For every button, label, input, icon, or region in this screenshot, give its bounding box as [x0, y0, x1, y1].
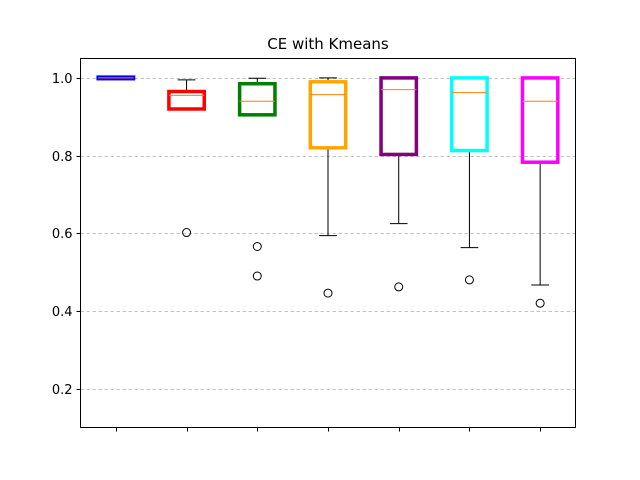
box-7: [520, 76, 560, 308]
box-1: [96, 75, 136, 81]
y-tick-label: 0.6: [52, 227, 73, 242]
outlier-point: [464, 275, 474, 285]
box-body: [450, 76, 489, 153]
outlier-point: [394, 282, 404, 292]
outlier-point: [252, 271, 262, 281]
y-tick-label: 0.4: [52, 305, 73, 320]
outlier-point: [182, 228, 192, 238]
box-2: [167, 79, 206, 238]
box-body: [379, 76, 419, 157]
outlier-point: [535, 298, 545, 308]
box-body: [520, 76, 560, 164]
y-tick-label: 1.0: [52, 72, 73, 87]
box-6: [450, 76, 489, 285]
y-tick-label: 0.2: [52, 383, 73, 398]
box-body: [308, 80, 348, 150]
plot-area-frame: [80, 58, 576, 428]
box-4: [308, 77, 348, 298]
box-5: [379, 76, 419, 292]
outlier-point: [252, 241, 262, 251]
chart-title: CE with Kmeans: [267, 35, 389, 53]
box-3: [237, 77, 277, 281]
axes: 0.2 0.4 0.6 0.8 1.0: [52, 72, 541, 432]
box-body: [167, 89, 206, 111]
box-body: [237, 81, 277, 117]
y-tick-label: 0.8: [52, 150, 73, 165]
boxes: [96, 75, 560, 308]
outlier-point: [323, 288, 333, 298]
